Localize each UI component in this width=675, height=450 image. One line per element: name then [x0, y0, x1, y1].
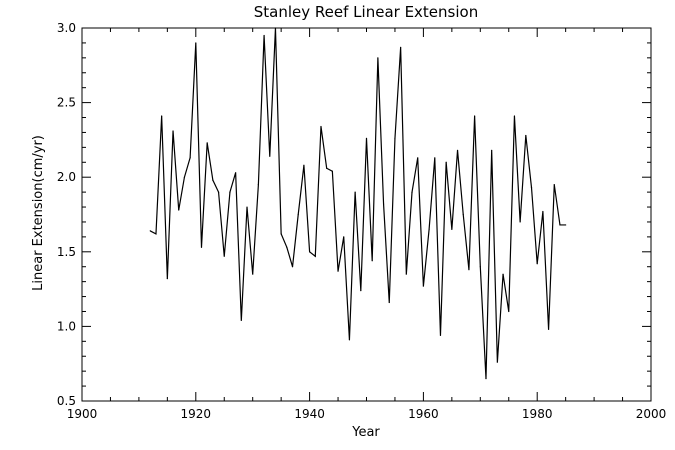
data-point: [525, 134, 527, 137]
data-point: [508, 310, 510, 313]
data-point: [553, 184, 555, 186]
data-point: [360, 289, 362, 292]
data-point: [269, 155, 271, 157]
data-point: [217, 191, 220, 193]
x-tick-label: 2000: [636, 407, 667, 421]
x-axis: 1900 1920 1940 1960 1980 2000: [67, 28, 667, 421]
data-point: [337, 270, 339, 272]
y-axis: 0.5 1.0 1.5 2.0 2.5 3.0: [57, 21, 651, 408]
x-tick-label: 1920: [181, 407, 212, 421]
y-tick-label: 3.0: [57, 21, 76, 35]
series-line: [150, 27, 566, 379]
data-point: [223, 255, 225, 257]
data-point: [439, 334, 442, 336]
data-point: [496, 361, 498, 363]
chart-title: Stanley Reef Linear Extension: [254, 3, 478, 21]
data-point: [468, 269, 470, 271]
data-point: [343, 236, 345, 238]
y-tick-label: 1.5: [57, 245, 76, 259]
data-point: [161, 115, 163, 117]
data-point: [456, 149, 459, 151]
data-point: [206, 142, 208, 144]
data-point: [536, 263, 538, 265]
data-point: [434, 157, 436, 159]
data-point: [189, 157, 191, 159]
data-point: [280, 233, 282, 235]
series-layer: [149, 27, 567, 380]
data-point: [462, 213, 464, 216]
data-point: [246, 206, 248, 208]
x-axis-label: Year: [351, 425, 380, 440]
data-point: [155, 233, 157, 235]
data-point: [565, 224, 567, 226]
data-point: [229, 191, 231, 193]
data-point: [388, 301, 390, 304]
x-tick-label: 1980: [522, 407, 553, 421]
data-point: [451, 228, 453, 231]
data-point: [547, 328, 550, 330]
data-point: [257, 184, 259, 186]
data-point: [183, 176, 186, 178]
data-point: [212, 179, 214, 181]
data-point: [422, 285, 424, 287]
data-point: [394, 137, 396, 140]
data-point: [377, 57, 379, 59]
data-point: [291, 266, 294, 268]
x-tick-label: 1940: [294, 407, 325, 421]
data-point: [405, 273, 407, 275]
y-tick-label: 1.0: [57, 319, 76, 333]
data-point: [326, 167, 328, 169]
data-point: [530, 187, 533, 189]
data-point: [428, 228, 430, 231]
y-tick-label: 2.0: [57, 170, 76, 184]
data-point: [502, 273, 504, 275]
data-point: [309, 251, 311, 253]
data-point: [331, 170, 333, 172]
data-point: [314, 255, 316, 257]
data-point: [354, 191, 356, 193]
data-point: [400, 46, 402, 48]
data-point: [491, 149, 493, 151]
data-point: [235, 172, 237, 174]
data-point: [519, 221, 521, 223]
data-point: [417, 157, 419, 159]
data-point: [542, 210, 544, 213]
data-point: [252, 273, 254, 275]
data-point: [240, 319, 242, 322]
y-tick-label: 0.5: [57, 394, 76, 408]
data-point: [286, 246, 288, 248]
data-point: [274, 27, 277, 29]
data-point: [365, 137, 368, 140]
data-point: [411, 191, 413, 193]
x-tick-label: 1960: [408, 407, 439, 421]
data-point: [195, 42, 197, 44]
data-point: [172, 130, 174, 132]
data-point: [166, 278, 168, 280]
data-point: [479, 266, 481, 268]
data-point: [382, 203, 385, 205]
data-point: [485, 378, 487, 380]
y-tick-label: 2.5: [57, 96, 76, 110]
data-point: [371, 260, 373, 262]
data-point: [445, 161, 447, 163]
plot-frame: [81, 27, 652, 402]
data-point: [348, 339, 351, 341]
data-point: [297, 213, 299, 216]
data-point: [513, 115, 516, 117]
x-tick-label: 1900: [67, 407, 98, 421]
data-point: [474, 115, 476, 117]
y-axis-label: Linear Extension(cm/yr): [31, 135, 46, 291]
data-point: [320, 125, 322, 128]
data-point: [200, 246, 203, 248]
data-point: [149, 230, 151, 232]
data-point: [178, 209, 180, 211]
data-point: [303, 164, 305, 166]
data-point: [559, 224, 561, 226]
data-point: [263, 34, 265, 37]
